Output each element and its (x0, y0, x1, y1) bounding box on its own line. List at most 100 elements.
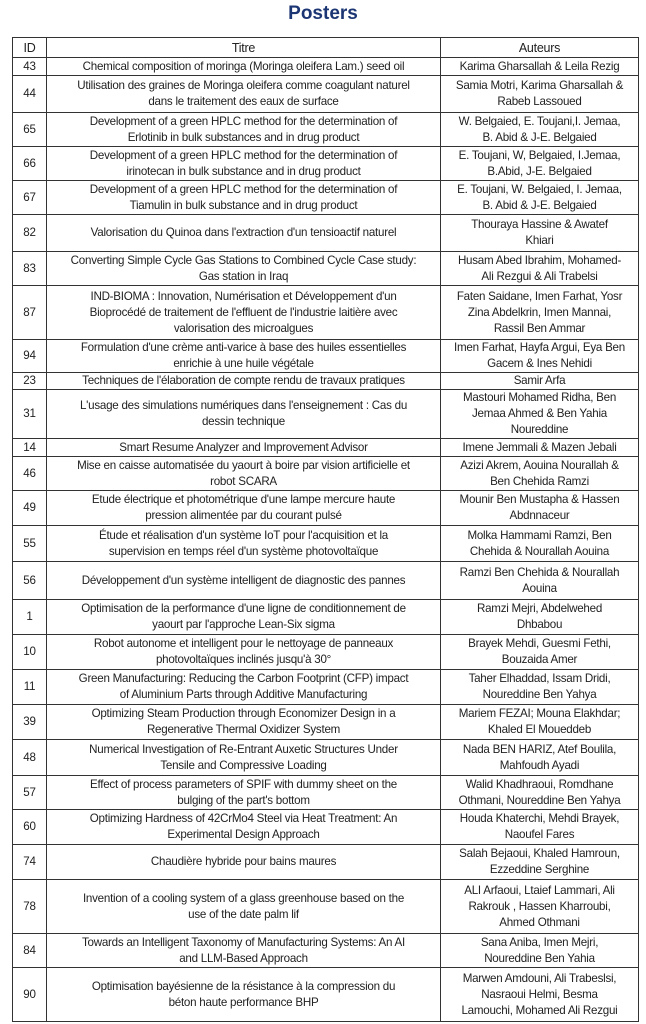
cell-id: 11 (12, 669, 47, 705)
table-row: 83 Converting Simple Cycle Gas Stations t… (12, 251, 639, 286)
cell-titre: Smart Resume Analyzer and Improvement Ad… (46, 438, 441, 457)
cell-id: 57 (12, 775, 47, 810)
table-row: 11 Green Manufacturing: Reducing the Carb… (12, 669, 639, 705)
cell-titre: Robot autonome et intelligent pour le ne… (46, 634, 441, 670)
table-row: 43 Chemical composition of moringa (Morin… (12, 57, 639, 76)
table-row: 1 Optimisation de la performance d'une li… (12, 599, 639, 635)
table-row: 48 Numerical Investigation of Re-Entrant … (12, 739, 639, 776)
table-row: 87 IND-BIOMA : Innovation, Numérisation e… (12, 285, 639, 340)
cell-titre: Development of a green HPLC method for t… (46, 180, 441, 215)
cell-id: 23 (12, 372, 47, 390)
cell-titre: Invention of a cooling system of a glass… (46, 879, 441, 934)
cell-id: 55 (12, 525, 47, 562)
cell-id: 1 (12, 599, 47, 635)
table-row: 65 Development of a green HPLC method for… (12, 112, 639, 147)
cell-id: 90 (12, 967, 47, 1022)
cell-titre: Développement d'un système intelligent d… (46, 561, 441, 600)
cell-titre: Chemical composition of moringa (Moringa… (46, 57, 441, 76)
cell-auteurs: Marwen Amdouni, Ali Trabeslsi, Nasraoui … (440, 967, 639, 1022)
cell-id: 10 (12, 634, 47, 670)
cell-id: 31 (12, 389, 47, 439)
cell-auteurs: Karima Gharsallah & Leila Rezig (440, 57, 639, 76)
cell-auteurs: Mastouri Mohamed Ridha, Ben Jemaa Ahmed … (440, 389, 639, 439)
cell-titre: Mise en caisse automatisée du yaourt à b… (46, 456, 441, 491)
cell-auteurs: Samia Motri, Karima Gharsallah & Rabeb L… (440, 75, 639, 113)
cell-titre: Étude et réalisation d'un système IoT po… (46, 525, 441, 562)
cell-auteurs: Ramzi Ben Chehida & Nourallah Aouina (440, 561, 639, 600)
cell-titre: Formulation d'une crème anti-varice à ba… (46, 339, 441, 373)
cell-auteurs: W. Belgaied, E. Toujani,I. Jemaa, B. Abi… (440, 112, 639, 147)
cell-auteurs: E. Toujani, W, Belgaied, I.Jemaa, B.Abid… (440, 146, 639, 181)
cell-auteurs: Samir Arfa (440, 372, 639, 390)
cell-id: 83 (12, 251, 47, 286)
posters-table: ID Titre Auteurs 43 Chemical composition … (12, 37, 639, 1022)
cell-titre: Etude électrique et photométrique d'une … (46, 490, 441, 526)
cell-id: 66 (12, 146, 47, 181)
cell-titre: Towards an Intelligent Taxonomy of Manuf… (46, 933, 441, 968)
table-row: 10 Robot autonome et intelligent pour le … (12, 634, 639, 670)
table-row: 49 Etude électrique et photométrique d'un… (12, 490, 639, 526)
table-row: 46 Mise en caisse automatisée du yaourt à… (12, 456, 639, 491)
table-row: 82 Valorisation du Quinoa dans l'extracti… (12, 214, 639, 252)
cell-auteurs: Salah Bejaoui, Khaled Hamroun, Ezzeddine… (440, 844, 639, 880)
table-row: 56 Développement d'un système intelligent… (12, 561, 639, 600)
cell-id: 60 (12, 809, 47, 845)
cell-id: 94 (12, 339, 47, 373)
table-row: 90 Optimisation bayésienne de la résistan… (12, 967, 639, 1022)
cell-titre: Optimisation bayésienne de la résistance… (46, 967, 441, 1022)
cell-auteurs: Husam Abed Ibrahim, Mohamed- Ali Rezgui … (440, 251, 639, 286)
cell-titre: Development of a green HPLC method for t… (46, 146, 441, 181)
cell-titre: Valorisation du Quinoa dans l'extraction… (46, 214, 441, 252)
cell-auteurs: Imen Farhat, Hayfa Argui, Eya Ben Gacem … (440, 339, 639, 373)
cell-id: 67 (12, 180, 47, 215)
cell-titre: Optimizing Hardness of 42CrMo4 Steel via… (46, 809, 441, 845)
table-row: 23 Techniques de l'élaboration de compte … (12, 372, 639, 390)
table-row: 84 Towards an Intelligent Taxonomy of Man… (12, 933, 639, 968)
cell-auteurs: Houda Khaterchi, Mehdi Brayek, Naoufel F… (440, 809, 639, 845)
table-header-row: ID Titre Auteurs (12, 37, 639, 58)
header-titre: Titre (46, 37, 441, 58)
cell-auteurs: Taher Elhaddad, Issam Dridi, Noureddine … (440, 669, 639, 705)
cell-titre: Techniques de l'élaboration de compte re… (46, 372, 441, 390)
cell-id: 44 (12, 75, 47, 113)
table-row: 44 Utilisation des graines de Moringa ole… (12, 75, 639, 113)
cell-id: 46 (12, 456, 47, 491)
table-row: 55 Étude et réalisation d'un système IoT … (12, 525, 639, 562)
cell-titre: Optimizing Steam Production through Econ… (46, 704, 441, 740)
cell-titre: Converting Simple Cycle Gas Stations to … (46, 251, 441, 286)
cell-titre: Optimisation de la performance d'une lig… (46, 599, 441, 635)
cell-titre: Numerical Investigation of Re-Entrant Au… (46, 739, 441, 776)
cell-titre: IND-BIOMA : Innovation, Numérisation et … (46, 285, 441, 340)
cell-auteurs: Walid Khadhraoui, Romdhane Othmani, Nour… (440, 775, 639, 810)
cell-id: 84 (12, 933, 47, 968)
table-row: 31 L'usage des simulations numériques dan… (12, 389, 639, 439)
cell-titre: Development of a green HPLC method for t… (46, 112, 441, 147)
cell-id: 74 (12, 844, 47, 880)
table-row: 57 Effect of process parameters of SPIF w… (12, 775, 639, 810)
page-title: Posters (288, 3, 358, 24)
cell-id: 82 (12, 214, 47, 252)
cell-id: 14 (12, 438, 47, 457)
cell-id: 39 (12, 704, 47, 740)
cell-titre: L'usage des simulations numériques dans … (46, 389, 441, 439)
cell-auteurs: E. Toujani, W. Belgaied, I. Jemaa, B. Ab… (440, 180, 639, 215)
cell-id: 65 (12, 112, 47, 147)
cell-auteurs: Faten Saidane, Imen Farhat, Yosr Zina Ab… (440, 285, 639, 340)
table-row: 67 Development of a green HPLC method for… (12, 180, 639, 215)
cell-auteurs: Brayek Mehdi, Guesmi Fethi, Bouzaida Ame… (440, 634, 639, 670)
table-row: 78 Invention of a cooling system of a gla… (12, 879, 639, 934)
cell-id: 49 (12, 490, 47, 526)
cell-id: 48 (12, 739, 47, 776)
cell-auteurs: Molka Hammami Ramzi, Ben Chehida & Noura… (440, 525, 639, 562)
cell-titre: Effect of process parameters of SPIF wit… (46, 775, 441, 810)
table-row: 94 Formulation d'une crème anti-varice à … (12, 339, 639, 373)
table-row: 60 Optimizing Hardness of 42CrMo4 Steel v… (12, 809, 639, 845)
cell-auteurs: Azizi Akrem, Aouina Nourallah & Ben Cheh… (440, 456, 639, 491)
cell-titre: Utilisation des graines de Moringa oleif… (46, 75, 441, 113)
table-row: 14 Smart Resume Analyzer and Improvement … (12, 438, 639, 457)
cell-auteurs: Nada BEN HARIZ, Atef Boulila, Mahfoudh A… (440, 739, 639, 776)
table-row: 66 Development of a green HPLC method for… (12, 146, 639, 181)
cell-auteurs: Imene Jemmali & Mazen Jebali (440, 438, 639, 457)
cell-auteurs: Sana Aniba, Imen Mejri, Noureddine Ben Y… (440, 933, 639, 968)
table-row: 74 Chaudière hybride pour bains maures Sal… (12, 844, 639, 880)
